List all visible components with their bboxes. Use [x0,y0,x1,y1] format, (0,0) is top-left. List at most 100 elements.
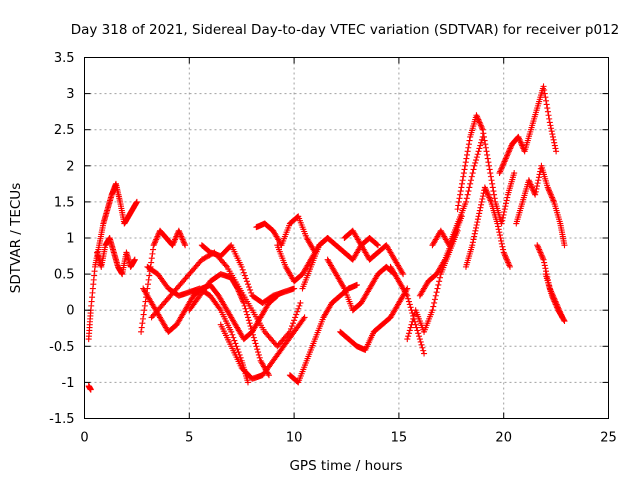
data-point [458,180,465,187]
data-point [546,115,553,122]
data-point [516,136,523,143]
data-point [533,185,540,192]
data-point [431,299,438,306]
y-tick-label: -1 [62,376,75,391]
data-point [238,294,245,301]
data-point [497,168,504,175]
data-point [476,210,483,217]
x-tick-label: 10 [286,431,303,446]
data-point [301,314,308,321]
data-point [235,288,242,295]
data-point [250,331,257,338]
data-point [241,302,248,309]
x-tick-labels: 0 5 10 15 20 25 [80,431,616,446]
data-point [470,166,477,173]
data-point [477,142,484,149]
data-point [490,188,497,195]
data-point [491,195,498,202]
data-point [234,346,241,353]
data-point [295,305,302,312]
data-point [497,235,504,241]
data-point [548,128,555,135]
y-tick-label: 0 [66,304,74,319]
data-point [507,145,514,152]
data-point [479,126,486,133]
data-point [480,130,487,137]
data-point [517,139,524,146]
x-tick-label: 25 [600,431,617,446]
data-point [540,256,547,263]
y-axis-label: SDTVAR / TECUs [8,183,24,293]
data-point [436,278,443,285]
data-point [550,136,557,143]
data-point [503,200,510,207]
data-point [548,193,555,200]
data-point [374,241,381,248]
data-point [433,289,440,296]
data-point [244,311,251,318]
data-point [474,151,481,158]
data-point [497,167,504,174]
data-point [142,298,149,305]
data-point [502,157,509,164]
data-point [237,354,244,361]
data-point [518,141,525,148]
data-point [455,202,462,209]
data-point [374,242,381,249]
data-point [463,195,470,202]
data-point [534,242,541,249]
data-point [294,308,301,315]
data-point [505,148,512,155]
data-point [548,292,555,299]
data-point [465,144,472,151]
data-series-s13 [286,281,360,386]
data-point [496,170,503,177]
data-series-s1 [85,180,140,343]
data-point [148,259,155,266]
data-point [485,193,492,200]
data-point [289,323,296,330]
data-point [145,276,152,283]
data-point [400,271,407,278]
data-point [462,198,469,205]
data-point [501,158,508,165]
data-point [441,258,448,265]
data-point [501,206,508,213]
data-point [237,291,244,298]
data-point [171,237,178,244]
data-point [484,151,491,158]
data-point [486,166,493,173]
data-point [483,148,490,155]
data-point [460,170,467,177]
data-point [230,334,237,341]
data-point [228,328,235,335]
data-point [178,235,185,241]
y-tick-label: -1.5 [49,412,74,427]
data-point [456,195,463,202]
data-point [131,256,138,263]
data-point [500,246,507,253]
grid-layer [84,57,609,419]
data-point [473,112,480,119]
data-point [484,155,491,162]
data-point [503,197,510,204]
data-point [496,229,503,236]
data-point [538,250,545,257]
data-point [468,173,475,180]
data-point [561,242,568,249]
data-point [414,327,421,334]
data-point [469,239,476,246]
data-point [479,196,486,203]
data-point [229,331,236,338]
data-point [464,148,471,155]
data-point [170,239,177,246]
data-point [241,272,248,279]
data-point [547,122,554,129]
data-point [500,249,507,256]
x-tick-label: 15 [391,431,408,446]
data-point [434,285,441,292]
data-series-s16 [341,227,407,278]
data-point [421,350,428,357]
data-point [474,113,481,120]
data-point [535,245,542,252]
